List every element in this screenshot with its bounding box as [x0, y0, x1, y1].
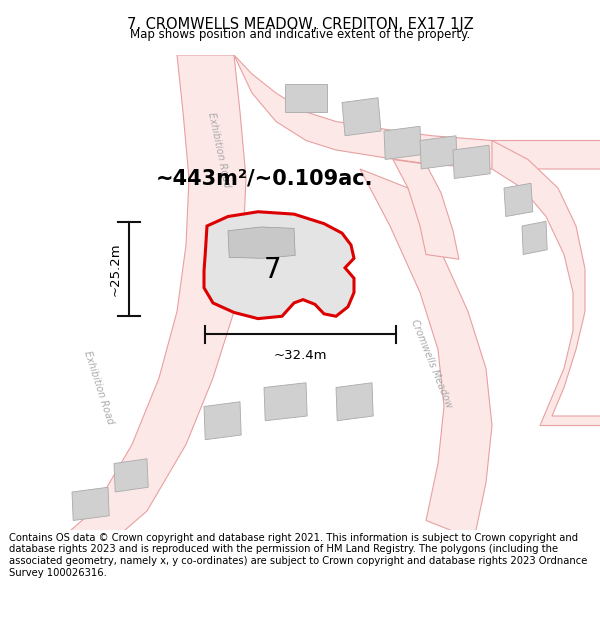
Polygon shape [393, 159, 459, 259]
Polygon shape [258, 226, 313, 278]
Polygon shape [114, 459, 148, 492]
Text: Exhibition Road: Exhibition Road [82, 349, 116, 426]
Polygon shape [204, 402, 241, 440]
Text: Contains OS data © Crown copyright and database right 2021. This information is : Contains OS data © Crown copyright and d… [9, 533, 587, 578]
Text: Cromwells Meadow: Cromwells Meadow [410, 318, 454, 409]
Text: 7: 7 [264, 256, 282, 284]
Polygon shape [234, 55, 600, 169]
Polygon shape [72, 488, 109, 521]
Text: ~25.2m: ~25.2m [109, 242, 122, 296]
Text: Map shows position and indicative extent of the property.: Map shows position and indicative extent… [130, 28, 470, 41]
Text: ~32.4m: ~32.4m [274, 349, 328, 361]
Text: Exhibition Road: Exhibition Road [206, 111, 232, 189]
Polygon shape [420, 136, 457, 169]
Polygon shape [342, 98, 381, 136]
Polygon shape [522, 221, 547, 254]
Polygon shape [492, 141, 600, 426]
Polygon shape [204, 212, 354, 319]
Polygon shape [285, 84, 327, 112]
Polygon shape [60, 55, 246, 539]
Polygon shape [228, 227, 295, 258]
Text: ~443m²/~0.109ac.: ~443m²/~0.109ac. [156, 169, 373, 189]
Polygon shape [384, 126, 421, 159]
Polygon shape [504, 183, 533, 216]
Polygon shape [336, 382, 373, 421]
Polygon shape [453, 145, 490, 179]
Polygon shape [360, 169, 492, 539]
Text: 7, CROMWELLS MEADOW, CREDITON, EX17 1JZ: 7, CROMWELLS MEADOW, CREDITON, EX17 1JZ [127, 16, 473, 31]
Polygon shape [264, 382, 307, 421]
